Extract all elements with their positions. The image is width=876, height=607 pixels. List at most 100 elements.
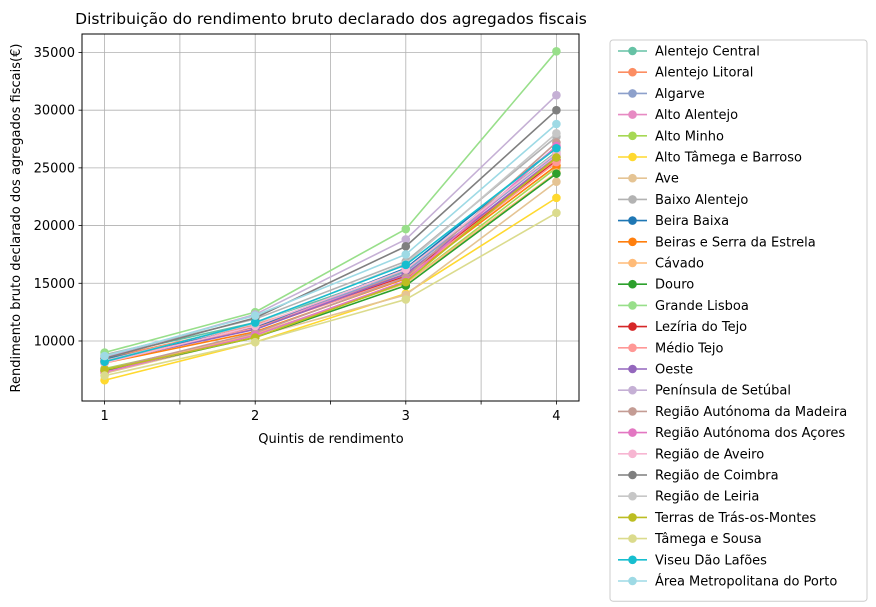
data-point: [552, 105, 561, 115]
legend-marker: [628, 237, 637, 247]
legend-box: [609, 39, 868, 602]
series-line: [104, 141, 557, 371]
legend-label: Baixo Alentejo: [655, 193, 748, 208]
data-point: [250, 311, 260, 320]
data-point: [552, 47, 561, 56]
legend-marker: [628, 279, 637, 289]
legend-label: Cávado: [655, 257, 704, 272]
x-tick-label: 4: [552, 409, 560, 424]
legend-label: Alto Alentejo: [655, 108, 738, 123]
legend-label: Região de Coimbra: [655, 469, 779, 484]
series-line: [104, 212, 557, 377]
legend-label: Terras de Trás-os-Montes: [654, 511, 816, 526]
legend-label: Douro: [655, 278, 694, 293]
legend-marker: [628, 449, 637, 459]
legend-marker: [628, 470, 637, 480]
legend-marker: [628, 343, 637, 353]
legend-label: Península de Setúbal: [655, 384, 791, 399]
legend-marker: [628, 195, 637, 204]
data-point: [552, 193, 561, 203]
legend-label: Médio Tejo: [655, 341, 724, 356]
legend-label: Oeste: [655, 363, 693, 378]
legend: Alentejo Central Alentejo Litoral Algarve A…: [609, 39, 868, 602]
series-line: [104, 156, 557, 371]
legend-marker: [628, 385, 637, 395]
legend-label: Algarve: [655, 87, 705, 102]
data-point: [250, 318, 260, 327]
legend-label: Ave: [655, 172, 679, 187]
data-point: [401, 260, 411, 270]
series-line: [104, 156, 557, 363]
legend-marker: [628, 46, 637, 56]
legend-marker: [628, 555, 637, 565]
series-line: [104, 50, 558, 354]
legend-label: Região Autónoma dos Açores: [655, 426, 845, 441]
data-point: [552, 153, 561, 162]
data-point: [401, 235, 411, 244]
legend-marker: [628, 67, 637, 77]
legend-marker: [628, 89, 637, 98]
legend-marker: [628, 301, 637, 310]
legend-label: Viseu Dão Lafões: [655, 553, 767, 568]
data-point: [552, 90, 561, 100]
legend-marker: [628, 322, 637, 331]
series-line: [104, 152, 557, 364]
data-point: [401, 224, 411, 234]
y-tick-label: 15000: [34, 277, 75, 292]
x-tick-label: 2: [251, 409, 259, 424]
legend-label: Beira Baixa: [655, 214, 729, 229]
legend-marker: [628, 152, 637, 162]
legend-marker: [628, 534, 637, 543]
data-point: [100, 351, 109, 361]
grid-layer: [82, 34, 579, 401]
axis-layer: 1 2 3 4 10000 15000 20000 25000 30000 35000: [34, 46, 561, 424]
legend-label: Alto Tâmega e Barroso: [655, 151, 802, 166]
legend-marker: [628, 216, 637, 225]
data-point: [250, 337, 260, 347]
legend-marker: [628, 576, 637, 586]
legend-marker: [628, 364, 637, 374]
series-line: [104, 109, 557, 360]
legend-label: Região de Leiria: [655, 490, 759, 505]
y-tick-label: 30000: [34, 104, 75, 119]
legend-marker: [628, 258, 637, 268]
data-point: [552, 128, 561, 138]
data-point: [552, 208, 561, 218]
series-line: [104, 123, 557, 357]
legend-marker: [628, 131, 637, 141]
chart-title: Distribuição do rendimento bruto declara…: [75, 10, 587, 28]
y-axis-label: Rendimento bruto declarado dos agregados…: [9, 44, 24, 393]
data-point: [100, 371, 109, 380]
legend-label: Área Metropolitana do Porto: [655, 574, 837, 590]
x-tick-label: 1: [100, 409, 108, 424]
legend-marker: [628, 491, 637, 501]
y-tick-label: 25000: [34, 161, 75, 176]
series-layer: [100, 47, 561, 385]
legend-label: Grande Lisboa: [655, 299, 749, 314]
data-point: [552, 177, 561, 187]
legend-marker: [628, 428, 637, 437]
legend-label: Região de Aveiro: [655, 447, 764, 462]
legend-label: Tâmega e Sousa: [654, 532, 762, 547]
legend-label: Alentejo Central: [655, 45, 760, 60]
y-tick-label: 10000: [34, 334, 75, 349]
data-point: [401, 250, 411, 259]
data-point: [401, 295, 411, 304]
data-point: [552, 119, 561, 129]
x-tick-label: 3: [402, 409, 410, 424]
series-line: [104, 147, 557, 363]
data-point: [552, 169, 561, 178]
legend-marker: [628, 513, 637, 522]
x-axis-label: Quintis de rendimento: [258, 432, 403, 447]
legend-marker: [628, 110, 637, 119]
legend-label: Beiras e Serra da Estrela: [655, 235, 816, 250]
legend-marker: [628, 173, 637, 183]
legend-marker: [628, 407, 637, 416]
y-tick-label: 35000: [34, 46, 75, 61]
legend-label: Lezíria do Tejo: [655, 320, 747, 335]
data-point: [401, 242, 411, 251]
series-line: [104, 197, 557, 382]
legend-label: Região Autónoma da Madeira: [655, 405, 847, 420]
